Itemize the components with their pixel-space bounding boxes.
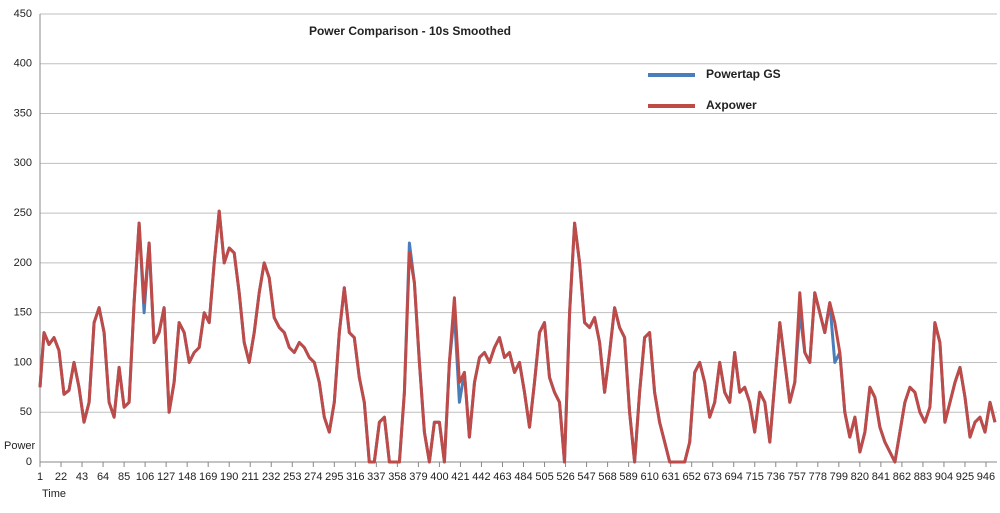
x-tick-label: 652 [683, 471, 701, 483]
y-tick-label: 200 [14, 257, 32, 269]
x-tick-label: 694 [725, 471, 743, 483]
x-tick-label: 85 [118, 471, 130, 483]
x-tick-label: 253 [283, 471, 301, 483]
x-tick-label: 883 [914, 471, 932, 483]
x-tick-label: 610 [640, 471, 658, 483]
x-tick-label: 127 [157, 471, 175, 483]
x-tick-label: 169 [199, 471, 217, 483]
x-tick-label: 820 [851, 471, 869, 483]
y-tick-label: 250 [14, 207, 32, 219]
legend-label: Axpower [706, 98, 757, 112]
x-tick-label: 505 [535, 471, 553, 483]
y-tick-label: 0 [26, 456, 32, 468]
y-tick-label: 150 [14, 307, 32, 319]
x-tick-label: 778 [809, 471, 827, 483]
x-tick-label: 631 [661, 471, 679, 483]
x-tick-label: 64 [97, 471, 109, 483]
x-tick-label: 925 [956, 471, 974, 483]
x-tick-label: 295 [325, 471, 343, 483]
y-tick-label: 50 [20, 406, 32, 418]
y-tick-label: 350 [14, 107, 32, 119]
x-tick-label: 106 [136, 471, 154, 483]
x-tick-label: 736 [767, 471, 785, 483]
y-tick-label: 400 [14, 58, 32, 70]
x-tick-label: 190 [220, 471, 238, 483]
x-tick-label: 589 [619, 471, 637, 483]
x-tick-label: 757 [788, 471, 806, 483]
x-tick-label: 463 [493, 471, 511, 483]
x-tick-label: 946 [977, 471, 995, 483]
x-tick-label: 526 [556, 471, 574, 483]
x-tick-label: 904 [935, 471, 953, 483]
x-tick-label: 379 [409, 471, 427, 483]
x-tick-label: 43 [76, 471, 88, 483]
y-tick-label: 450 [14, 8, 32, 20]
x-tick-label: 862 [893, 471, 911, 483]
x-tick-label: 1 [37, 471, 43, 483]
x-tick-label: 442 [472, 471, 490, 483]
x-tick-label: 715 [746, 471, 764, 483]
y-tick-label: 300 [14, 157, 32, 169]
x-tick-label: 337 [367, 471, 385, 483]
x-tick-label: 232 [262, 471, 280, 483]
y-tick-label: 100 [14, 356, 32, 368]
series-line [38, 209, 997, 464]
x-tick-label: 358 [388, 471, 406, 483]
x-tick-label: 568 [598, 471, 616, 483]
x-tick-label: 673 [704, 471, 722, 483]
chart-title: Power Comparison - 10s Smoothed [309, 24, 511, 38]
x-tick-label: 484 [514, 471, 532, 483]
x-tick-label: 799 [830, 471, 848, 483]
x-axis-label: Time [42, 488, 66, 500]
x-tick-label: 547 [577, 471, 595, 483]
x-tick-label: 211 [241, 471, 259, 483]
x-tick-label: 148 [178, 471, 196, 483]
legend-label: Powertap GS [706, 67, 781, 81]
x-tick-label: 841 [872, 471, 890, 483]
x-tick-label: 316 [346, 471, 364, 483]
y-axis-label: Power [4, 440, 36, 452]
x-tick-label: 400 [430, 471, 448, 483]
x-tick-label: 22 [55, 471, 67, 483]
x-tick-label: 421 [451, 471, 469, 483]
x-tick-label: 274 [304, 471, 322, 483]
